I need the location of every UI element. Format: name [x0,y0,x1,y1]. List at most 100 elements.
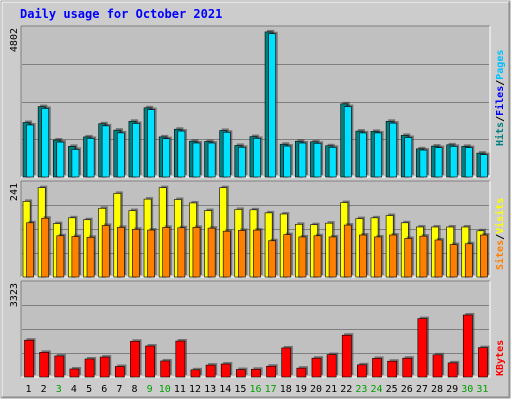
x-label-day-4: 4 [71,384,77,395]
bar-kbytes-day-3-face [54,355,65,378]
bar-files-day-31 [480,152,490,178]
bar-sites-day-25-face [389,234,398,278]
bar-files-day-4 [71,147,82,178]
bar-kbytes-day-11-face [175,340,186,378]
bar-sites-day-8-face [132,228,140,278]
bar-kbytes-day-2-face [39,352,50,378]
x-label-day-14: 14 [219,384,231,395]
bar-files-day-3-face [56,141,65,178]
legend-hits-files-item-1: / [495,116,506,122]
bar-files-day-9-face [147,109,155,178]
bar-sites-day-21 [328,234,339,278]
bar-kbytes-day-23 [357,362,369,378]
bar-sites-day-19-face [298,236,307,278]
bar-files-day-11-face [177,130,186,178]
bar-kbytes-day-4 [69,366,82,378]
bar-kbytes-day-16 [251,367,263,378]
bar-files-day-28 [434,145,445,178]
bar-files-day-1 [26,122,36,178]
x-label-day-5: 5 [86,384,92,395]
bar-kbytes-day-22 [341,333,354,378]
bar-kbytes-day-30 [462,312,475,378]
bar-sites-day-12-face [192,227,201,278]
bar-kbytes-day-24-face [372,358,382,378]
bar-sites-day-9 [147,228,157,278]
bar-kbytes-day-9-face [145,345,155,378]
bar-sites-day-22-face [343,224,352,278]
x-label-day-27: 27 [416,384,428,395]
bar-kbytes-day-29 [447,360,460,378]
bar-kbytes-day-9 [145,343,157,378]
x-label-day-26: 26 [401,384,413,395]
bar-kbytes-day-17-face [266,365,276,378]
bar-sites-day-18-face [283,234,292,278]
bar-kbytes-day-31 [478,345,490,378]
bar-files-day-15-face [238,147,246,178]
bar-files-day-23-face [359,132,367,178]
bar-sites-day-15-face [238,230,246,278]
x-label-day-21: 21 [325,384,337,395]
bar-kbytes-day-10 [160,358,172,378]
bar-kbytes-day-12 [190,367,203,378]
bar-files-day-25 [389,121,399,178]
bar-files-day-17 [268,31,278,178]
bar-files-day-27 [419,148,429,178]
scale-label-kbytes: 3323 [9,283,20,307]
legend-pages-visits-sites-item-0: Sites [494,240,506,270]
legend-hits-files-item-3: / [495,80,506,86]
bar-sites-day-27-face [419,235,428,278]
bar-kbytes-day-24 [372,356,384,378]
bar-sites-day-4-face [71,236,80,278]
bar-sites-day-18 [283,232,293,278]
bar-sites-day-5-face [86,236,95,278]
x-label-day-28: 28 [431,384,443,395]
bar-sites-day-6-face [101,225,110,278]
bar-sites-day-27 [419,234,429,278]
bar-files-day-12-face [192,142,201,178]
bar-kbytes-day-4-face [69,368,80,378]
bar-files-day-3 [56,140,66,178]
x-label-day-19: 19 [295,384,307,395]
bar-sites-day-23 [359,233,369,278]
bar-kbytes-day-13-face [205,364,216,378]
legend-hits-files-item-4: Pages [495,50,506,80]
panel-pages-visits-sites: 241 Sites/Visits [9,180,506,278]
bar-kbytes-day-5-face [84,358,95,378]
x-label-day-15: 15 [234,384,246,395]
x-label-day-16: 16 [249,384,261,395]
bar-kbytes-day-15-face [236,369,246,378]
bar-files-day-14-face [222,132,231,178]
x-label-day-7: 7 [116,384,122,395]
bar-sites-day-3 [56,233,66,278]
bar-sites-day-7-face [116,227,125,278]
bar-files-day-2 [41,106,51,178]
bar-files-day-11 [177,129,187,178]
bar-sites-day-16-face [253,229,261,278]
bar-sites-day-29-face [449,244,458,278]
bar-kbytes-day-18-face [281,347,292,378]
bar-sites-day-12 [192,225,203,278]
bar-sites-day-24-face [374,236,382,278]
legend-pages-visits-sites: Sites/Visits [494,198,506,270]
bar-kbytes-day-15 [236,367,248,378]
bar-files-day-4-face [71,149,80,178]
bar-sites-day-16 [253,228,263,278]
bar-kbytes-day-23-face [357,364,367,378]
bar-files-day-5-face [86,138,95,178]
bar-kbytes-day-25 [387,359,399,378]
bar-files-day-30-face [464,147,473,178]
bar-sites-day-31 [480,233,490,278]
bar-kbytes-day-27-face [417,318,428,378]
x-label-day-6: 6 [101,384,107,395]
bar-sites-day-15 [238,228,248,278]
x-label-day-29: 29 [446,384,458,395]
bar-files-day-21 [328,145,339,178]
bar-sites-day-24 [374,234,384,278]
bar-files-day-2-face [41,108,50,178]
bar-files-day-31-face [480,154,488,178]
bar-kbytes-day-21 [326,352,339,378]
bar-kbytes-day-10-face [160,360,171,378]
x-label-day-9: 9 [147,384,153,395]
bar-files-day-28-face [434,147,443,178]
